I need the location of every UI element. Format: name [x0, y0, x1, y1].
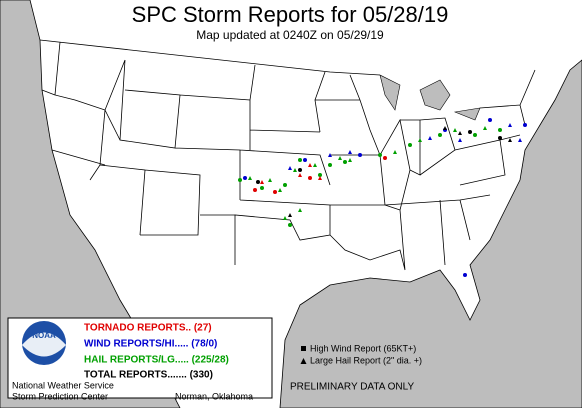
high-wind-icon [301, 346, 306, 351]
report-marker [298, 158, 302, 162]
report-marker [308, 176, 312, 180]
report-marker [283, 183, 287, 187]
report-marker [268, 178, 272, 182]
report-marker [473, 133, 477, 137]
report-marker [288, 166, 292, 170]
report-marker [293, 168, 297, 172]
title: SPC Storm Reports for 05/28/19 [132, 2, 449, 27]
noaa-logo-wave [22, 332, 66, 357]
report-marker [313, 163, 317, 167]
report-marker [328, 153, 332, 157]
report-marker [358, 153, 362, 157]
agency: National Weather Service [12, 380, 114, 390]
report-marker [488, 118, 492, 122]
legend-wind: WIND REPORTS/HI..... (78/0) [84, 339, 217, 350]
report-marker [463, 273, 467, 277]
report-marker [393, 150, 397, 154]
report-marker [288, 223, 292, 227]
report-marker [298, 208, 302, 212]
report-marker [458, 131, 462, 135]
report-marker [453, 128, 457, 132]
report-marker [518, 138, 522, 142]
report-marker [438, 133, 442, 137]
report-marker [348, 150, 352, 154]
report-marker [523, 123, 527, 127]
report-marker [253, 188, 257, 192]
report-marker [283, 216, 287, 220]
legend-hail: HAIL REPORTS/LG..... (225/28) [84, 355, 229, 366]
report-marker [303, 158, 307, 162]
state-lines [39, 39, 536, 271]
report-marker [498, 136, 502, 140]
report-marker [248, 176, 252, 180]
report-marker [260, 180, 264, 184]
report-marker [418, 138, 422, 142]
report-marker [378, 153, 382, 157]
report-marker [288, 213, 292, 217]
report-marker [318, 173, 322, 177]
report-marker [348, 158, 352, 162]
report-marker [308, 163, 312, 167]
report-marker [238, 178, 242, 182]
legend-total: TOTAL REPORTS....... (330) [84, 370, 213, 381]
subtitle: Map updated at 0240Z on 05/29/19 [196, 28, 384, 42]
center: Storm Prediction Center [12, 391, 108, 401]
location: Norman, Oklahoma [175, 391, 253, 401]
report-marker [256, 180, 260, 184]
legend-tornado: TORNADO REPORTS.. (27) [84, 323, 212, 334]
report-marker [408, 143, 412, 147]
report-marker [458, 138, 462, 142]
report-marker [243, 176, 247, 180]
preliminary: PRELIMINARY DATA ONLY [290, 382, 414, 393]
report-marker [343, 160, 347, 164]
report-marker [260, 186, 264, 190]
legend-large-hail: Large Hail Report (2" dia. +) [310, 355, 422, 365]
report-marker [443, 126, 447, 130]
report-marker [508, 123, 512, 127]
logo-text: NOAA [32, 331, 56, 340]
report-marker [483, 126, 487, 130]
gulf-atlantic [279, 59, 582, 408]
report-marker [338, 156, 342, 160]
legend-high-wind: High Wind Report (65KT+) [310, 343, 416, 353]
report-marker [508, 138, 512, 142]
report-marker [328, 163, 332, 167]
large-hail-icon [300, 358, 307, 364]
report-marker [273, 190, 277, 194]
report-markers [238, 118, 527, 277]
pacific-ocean [0, 0, 181, 408]
report-marker [318, 176, 322, 180]
report-marker [278, 188, 282, 192]
report-marker [383, 156, 387, 160]
great-lakes [379, 74, 481, 121]
report-marker [428, 136, 432, 140]
report-marker [498, 128, 502, 132]
report-marker [298, 173, 302, 177]
report-marker [468, 130, 472, 134]
report-marker [298, 168, 302, 172]
